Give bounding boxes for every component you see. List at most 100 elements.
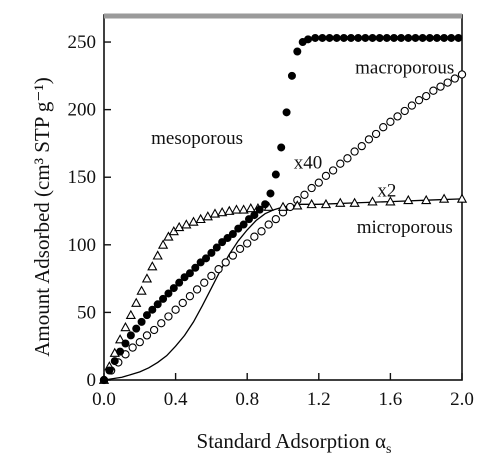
data-point-filled-circle [375,33,384,42]
data-point-filled-circle [116,347,125,356]
data-point-open-circle [243,239,252,248]
data-point-open-circle [271,214,280,224]
data-point-filled-circle [191,263,200,272]
data-point-open-triangle [120,321,131,332]
data-point-filled-circle [207,248,216,257]
data-point-open-circle [422,91,431,101]
data-point-open-circle [200,278,209,287]
data-point-open-circle [443,78,452,87]
data-point-open-circle [350,147,359,156]
data-point-filled-circle [293,47,302,56]
annotation-label: macroporous [355,58,454,79]
x-axis-title-subscript: s [386,442,391,457]
data-point-filled-circle [255,205,264,214]
data-point-open-triangle [157,239,169,249]
y-tick-label: 100 [68,235,97,256]
y-tick-label: 150 [68,167,97,188]
data-point-filled-circle [234,224,243,233]
x-axis-title: Standard Adsorption αs [197,429,392,457]
data-point-filled-circle [271,170,280,179]
data-point-filled-circle [169,284,178,293]
data-point-open-triangle [209,208,221,218]
data-point-filled-circle [440,33,449,42]
data-point-open-triangle [141,273,153,283]
data-point-filled-circle [239,220,248,229]
series-layer [98,33,468,385]
x-axis-title-main: Standard Adsorption α [197,429,387,453]
data-point-open-triangle [367,196,378,206]
data-point-open-circle [393,112,402,121]
data-point-filled-circle [196,258,205,267]
y-tick-label: 50 [77,302,96,323]
data-point-filled-circle [132,324,141,333]
data-point-open-circle [185,292,195,301]
y-axis-ticks: 0 50 100 150 200 250 [68,32,111,391]
data-point-open-circle [436,82,445,91]
data-point-open-circle [192,285,202,294]
data-point-open-circle [364,135,374,144]
data-point-open-circle [157,319,166,328]
data-point-open-circle [164,312,173,321]
data-point-filled-circle [325,33,334,42]
data-point-filled-circle [282,108,291,117]
data-point-open-circle [149,325,159,335]
data-point-open-circle [264,220,273,229]
data-point-filled-circle [277,143,286,152]
data-point-open-triangle [335,197,346,207]
data-point-open-triangle [136,285,147,295]
data-point-open-triangle [217,207,228,217]
data-point-filled-circle [110,357,119,366]
data-point-open-circle [307,183,316,193]
data-point-open-circle [235,244,245,254]
data-point-open-triangle [231,204,242,214]
data-point-open-circle [429,86,438,95]
data-point-open-triangle [224,205,235,215]
data-point-filled-circle [105,366,114,375]
data-point-filled-circle [218,238,227,247]
data-point-open-circle [400,106,409,116]
series-open-circle [99,70,467,385]
data-point-open-circle [214,264,223,274]
data-point-filled-circle [223,234,232,243]
y-tick-label: 250 [68,32,97,53]
data-point-open-circle [250,232,259,241]
data-point-filled-circle [261,200,270,209]
data-point-filled-circle [432,33,441,42]
annotation-layer: mesoporous macroporous x40 x2 microporous [151,58,454,239]
data-point-open-circle [171,305,180,314]
data-point-filled-circle [153,300,162,309]
data-point-open-triangle [195,213,206,224]
y-tick-label: 200 [68,100,97,121]
x-axis-ticks: 0.0 0.4 0.8 1.2 1.6 2.0 [92,373,474,410]
data-point-open-triangle [385,196,396,206]
data-point-filled-circle [332,33,341,42]
data-point-filled-circle [212,243,221,252]
data-point-filled-circle [397,33,406,42]
data-point-open-triangle [238,204,249,214]
data-point-filled-circle [347,33,356,42]
data-point-open-triangle [403,194,414,205]
data-point-filled-circle [339,33,348,42]
data-point-filled-circle [266,189,275,198]
data-point-open-circle [328,166,338,175]
data-point-filled-circle [185,269,194,278]
data-point-open-circle [450,74,459,83]
x-tick-label: 2.0 [450,389,474,410]
data-point-open-circle [221,258,230,267]
data-point-open-triangle [306,198,317,209]
data-point-open-triangle [349,197,360,207]
data-point-filled-circle [100,375,109,384]
data-point-filled-circle [404,33,413,42]
data-point-open-triangle [131,297,142,307]
data-point-filled-circle [454,33,463,42]
data-point-filled-circle [202,254,211,263]
data-point-open-circle [407,101,417,110]
data-point-open-circle [336,159,345,168]
data-point-filled-circle [304,35,313,44]
data-point-filled-circle [425,33,434,42]
data-point-filled-circle [311,33,320,42]
x-tick-label: 1.6 [379,389,403,410]
x-tick-label: 1.2 [307,389,331,410]
data-point-filled-circle [159,294,168,303]
